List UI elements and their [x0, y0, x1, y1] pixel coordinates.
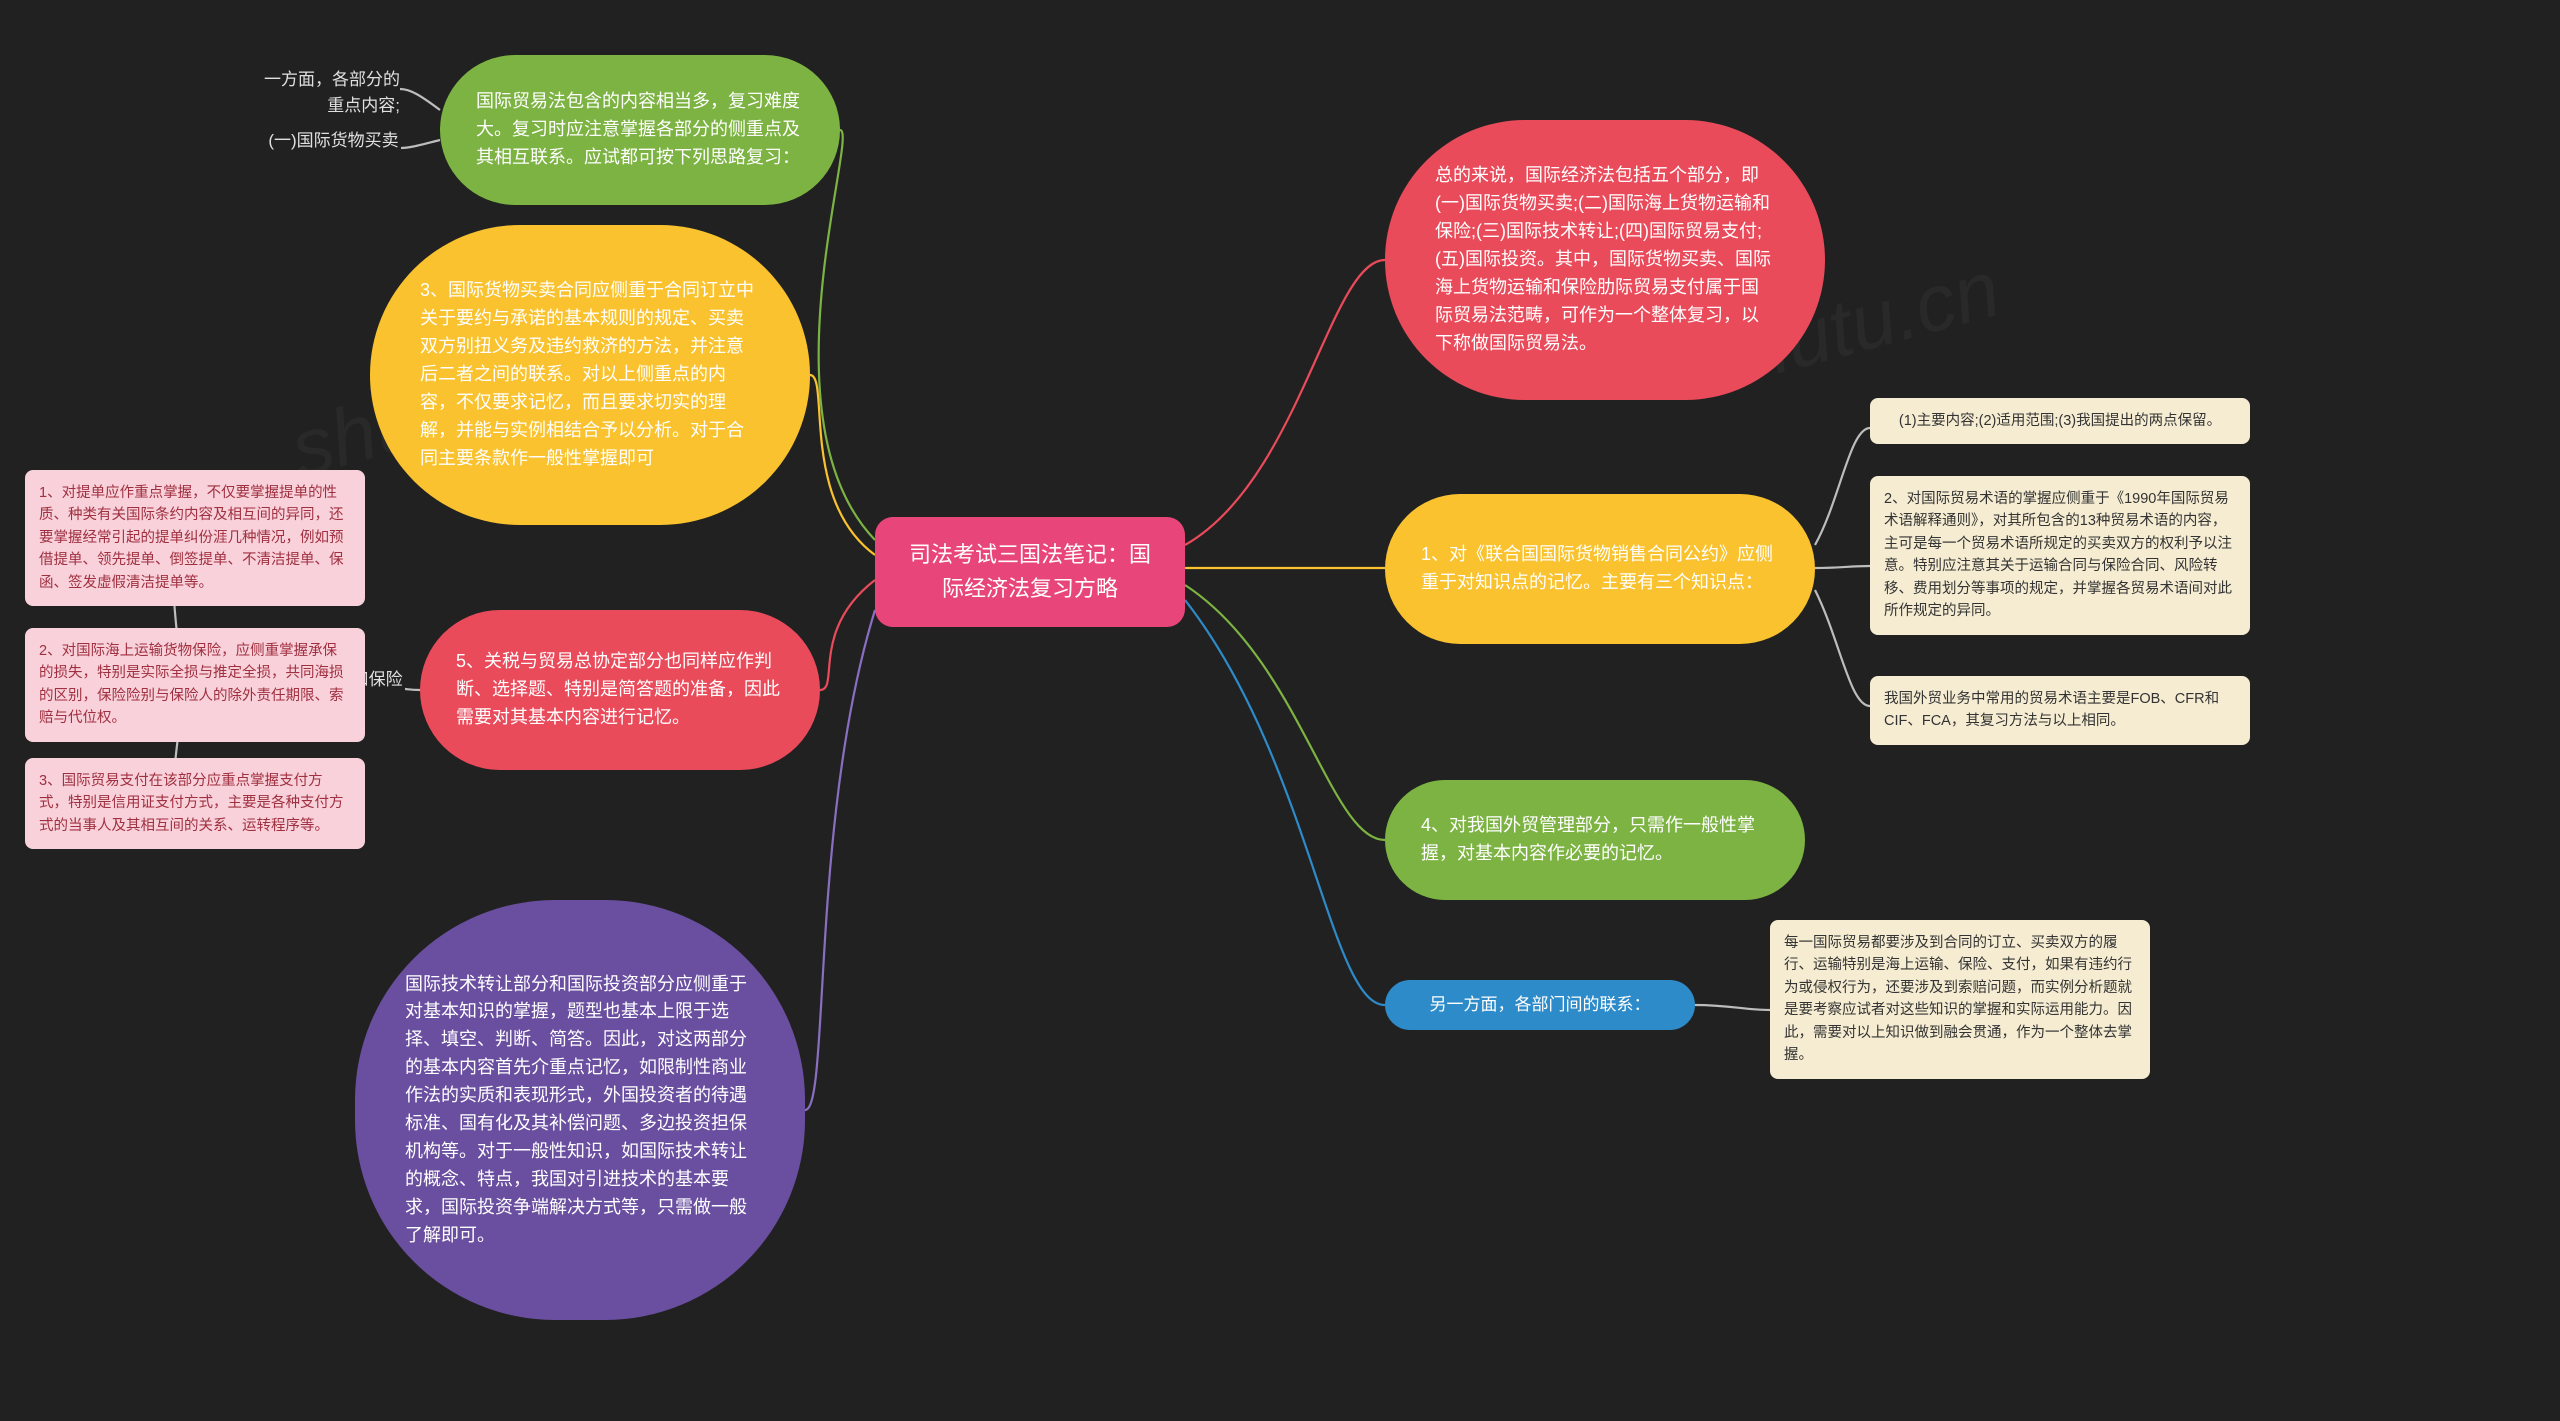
node-aspect1: 一方面，各部分的重点内容; — [255, 67, 400, 120]
node-point5: 5、关税与贸易总协定部分也同样应作判断、选择题、特别是简答题的准备，因此需要对其… — [420, 610, 820, 770]
edge — [401, 140, 440, 148]
node-point1-leaf3: 我国外贸业务中常用的贸易术语主要是FOB、CFR和CIF、FCA，其复习方法与以… — [1870, 676, 2250, 745]
node-tech-investment: 国际技术转让部分和国际投资部分应侧重于对基本知识的掌握，题型也基本上限于选择、填… — [355, 900, 805, 1320]
edge — [810, 375, 875, 555]
edge — [1185, 585, 1385, 840]
node-section2-leaf2: 2、对国际海上运输货物保险，应侧重掌握承保的损失，特别是实际全损与推定全损，共同… — [25, 628, 365, 742]
edge — [1815, 566, 1870, 568]
edge — [1185, 600, 1385, 1005]
edge — [405, 689, 420, 690]
node-relations: 另一方面，各部门间的联系： — [1385, 980, 1695, 1030]
node-section2-leaf3: 3、国际贸易支付在该部分应重点掌握支付方式，特别是信用证支付方式，主要是各种支付… — [25, 758, 365, 849]
node-section2-leaf1: 1、对提单应作重点掌握，不仅要掌握提单的性质、种类有关国际条约内容及相互间的异同… — [25, 470, 365, 606]
node-overview: 总的来说，国际经济法包括五个部分，即(一)国际货物买卖;(二)国际海上货物运输和… — [1385, 120, 1825, 400]
edge — [819, 130, 875, 540]
node-point1-leaf1: (1)主要内容;(2)适用范围;(3)我国提出的两点保留。 — [1870, 398, 2250, 444]
node-point1-leaf2: 2、对国际贸易术语的掌握应侧重于《1990年国际贸易术语解释通则》，对其所包含的… — [1870, 476, 2250, 635]
edge — [1695, 1005, 1770, 1010]
node-section1: (一)国际货物买卖 — [266, 128, 401, 154]
node-point1: 1、对《联合国国际货物销售合同公约》应侧重于对知识点的记忆。主要有三个知识点： — [1385, 494, 1815, 644]
node-point3: 3、国际货物买卖合同应侧重于合同订立中关于要约与承诺的基本规则的规定、买卖双方别… — [370, 225, 810, 525]
edge — [1815, 590, 1870, 706]
edge — [820, 580, 875, 690]
node-tradelaw-intro: 国际贸易法包含的内容相当多，复习难度大。复习时应注意掌握各部分的侧重点及其相互联… — [440, 55, 840, 205]
edge — [1185, 260, 1385, 545]
edge — [400, 89, 440, 110]
center-node: 司法考试三国法笔记：国际经济法复习方略 — [875, 517, 1185, 627]
node-relations-leaf: 每一国际贸易都要涉及到合同的订立、买卖双方的履行、运输特别是海上运输、保险、支付… — [1770, 920, 2150, 1079]
edge — [1815, 428, 1870, 545]
node-point4: 4、对我国外贸管理部分，只需作一般性掌握，对基本内容作必要的记忆。 — [1385, 780, 1805, 900]
